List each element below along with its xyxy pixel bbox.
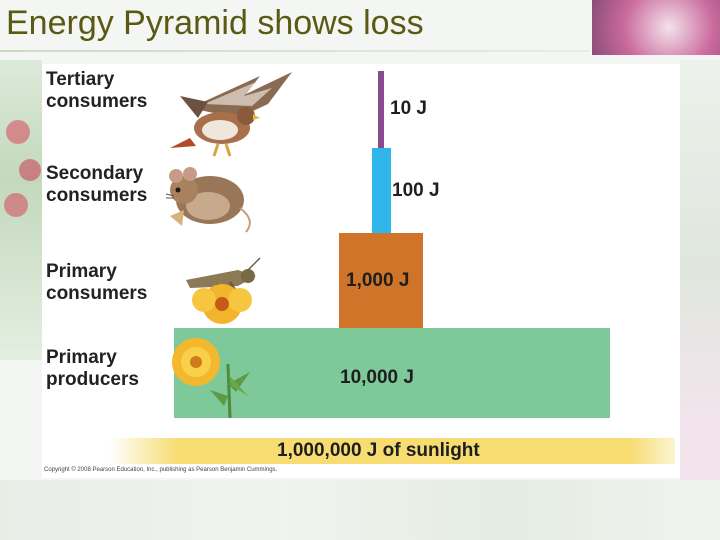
tertiary-consumers-bar <box>378 71 384 148</box>
sunlight-value: 1,000,000 J of sunlight <box>277 440 480 461</box>
secondary-consumers-bar <box>372 148 391 233</box>
slide-title: Energy Pyramid shows loss <box>6 4 424 42</box>
label-primary-producers: Primary producers <box>46 347 139 390</box>
background-photo-bottom <box>0 480 720 540</box>
energy-pyramid-figure: Tertiary consumers Secondary consumers P… <box>42 64 680 478</box>
label-primary-consumers: Primary consumers <box>46 261 148 304</box>
hawk-icon <box>170 72 292 157</box>
energy-value-primary-consumers: 1,000 J <box>346 270 410 291</box>
yellow-flower-small-icon <box>192 284 252 324</box>
copyright-notice: Copyright © 2008 Pearson Education, Inc.… <box>44 467 278 473</box>
background-photo-right <box>680 60 720 480</box>
mouse-icon <box>165 167 251 233</box>
label-secondary-consumers: Secondary consumers <box>46 163 148 206</box>
berries-decoration <box>4 120 41 217</box>
energy-value-producers: 10,000 J <box>340 367 414 388</box>
energy-value-tertiary: 10 J <box>390 98 427 119</box>
label-tertiary-consumers: Tertiary consumers <box>46 69 148 112</box>
producers-bar <box>174 328 610 418</box>
title-underline <box>0 50 590 52</box>
flower-photo-top-right <box>592 0 720 55</box>
sunlight-bar <box>110 438 675 464</box>
yellow-flower-plant-icon <box>172 338 250 419</box>
primary-consumers-bar <box>339 233 423 328</box>
energy-value-secondary: 100 J <box>392 180 440 201</box>
